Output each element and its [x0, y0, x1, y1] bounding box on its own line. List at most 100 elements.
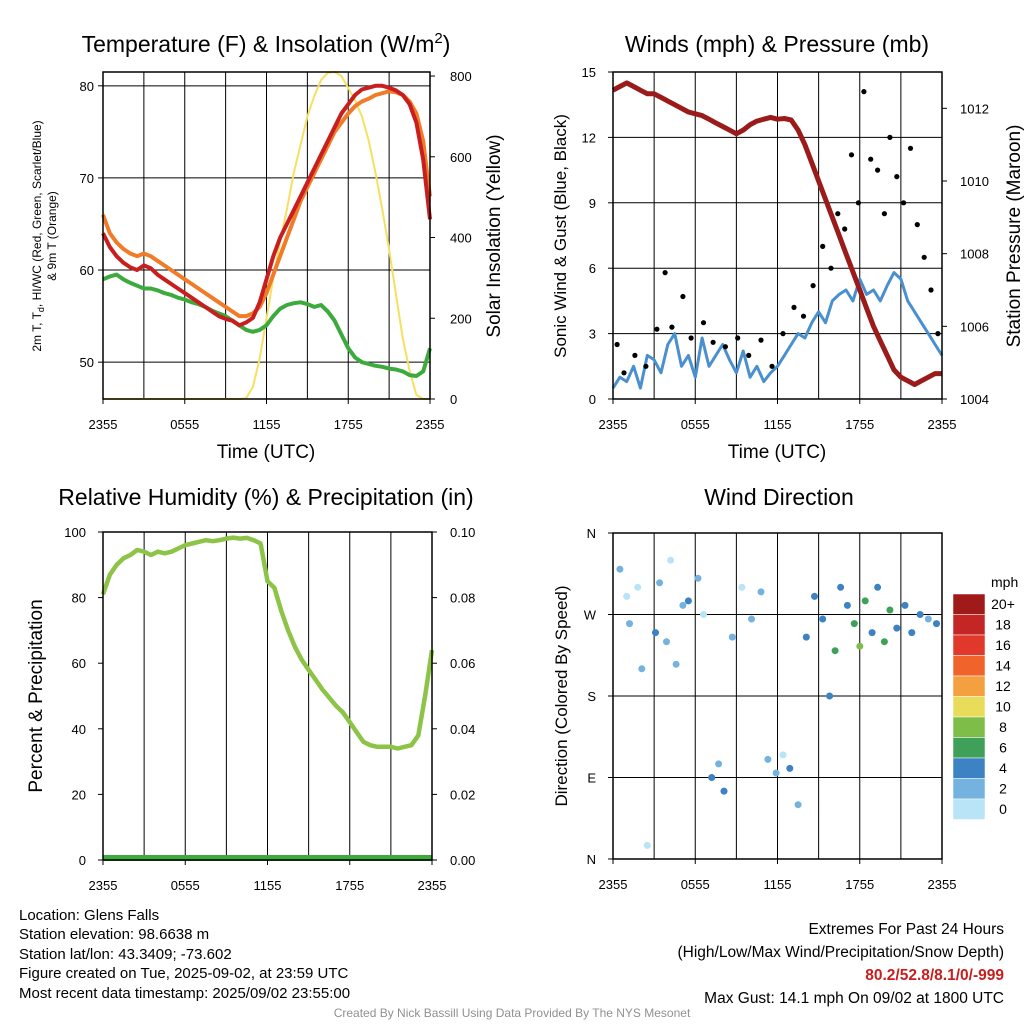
- legend-swatch: [952, 737, 986, 759]
- direction-point: [802, 633, 810, 641]
- direction-point: [738, 583, 746, 591]
- direction-point: [811, 592, 818, 600]
- y-tick-label: 80: [72, 591, 86, 606]
- humidity-ylabel-left: Percent & Precipitation: [26, 599, 47, 792]
- direction-point: [679, 601, 687, 609]
- x-tick-label: 2355: [928, 877, 957, 892]
- gust-point: [855, 200, 862, 206]
- direction-point: [748, 615, 755, 623]
- temperature-ylabel-part-b: , HI/WC (Red, Green, Scarlet/Blue): [30, 120, 44, 307]
- y2-tick-label: 0.00: [450, 853, 475, 868]
- extremes-legend: (High/Low/Max Wind/Precipitation/Snow De…: [677, 944, 1005, 961]
- direction-point: [874, 583, 882, 591]
- y-tick-label: N: [587, 526, 596, 541]
- direction-panel: Wind Direction 2355 0555 1155 1755 2355NESWN…: [552, 484, 1018, 892]
- humidity-series: [100, 535, 435, 861]
- gust-point: [791, 304, 797, 310]
- y-tick-label: W: [584, 608, 597, 623]
- direction-point: [728, 633, 736, 641]
- gust-point: [735, 335, 741, 341]
- y2-tick-label: 1008: [960, 247, 989, 262]
- gust-point: [935, 331, 941, 337]
- y2-tick-label: 0.02: [450, 787, 475, 802]
- dewpoint-line: [102, 272, 432, 378]
- direction-series: [616, 556, 940, 849]
- gust-point: [722, 344, 729, 350]
- extremes-box: Extremes For Past 24 Hours (High/Low/Max…: [678, 918, 1005, 1010]
- direction-ylabel-left: Direction (Colored By Speed): [552, 585, 571, 806]
- temperature-grid: [103, 72, 430, 399]
- gust-point: [820, 243, 826, 249]
- legend-swatch: [952, 614, 986, 636]
- y2-tick-label: 1010: [960, 174, 989, 189]
- gust-point: [780, 331, 786, 337]
- temperature-xlabel: Time (UTC): [217, 442, 316, 463]
- direction-point: [831, 647, 839, 655]
- x-tick-label: 1155: [254, 878, 282, 893]
- direction-point: [772, 769, 780, 777]
- gust-point: [680, 293, 686, 300]
- direction-point: [880, 638, 888, 646]
- winds-title: Winds (mph) & Pressure (mb): [625, 31, 929, 57]
- y-tick-label: 3: [589, 327, 596, 342]
- legend-label: 2: [999, 781, 1007, 797]
- legend-label: 12: [995, 678, 1011, 694]
- winds-ticks: 2355 0555 1155 1755 235503691215100410061008…: [582, 65, 989, 432]
- y2-tick-label: 0: [450, 392, 457, 407]
- gust-point: [800, 313, 807, 319]
- max-gust-text: Max Gust: 14.1 mph On 09/02 at 1800 UTC: [704, 990, 1004, 1007]
- direction-point: [908, 629, 916, 637]
- legend-swatch: [952, 696, 986, 718]
- y-tick-label: 12: [582, 130, 596, 145]
- x-tick-label: 1155: [253, 417, 281, 432]
- direction-point: [623, 592, 631, 600]
- legend-swatch: [952, 593, 986, 615]
- humidity-line: [100, 535, 435, 751]
- direction-point: [694, 574, 702, 582]
- humidity-ticks: 2355 0555 1155 1755 23550204060801000.000.02…: [64, 525, 475, 893]
- gust-point: [921, 254, 927, 260]
- gust-point: [881, 211, 888, 217]
- y2-tick-label: 400: [450, 231, 472, 246]
- y-tick-label: 0: [589, 392, 596, 407]
- direction-point: [786, 764, 794, 772]
- legend-swatch: [952, 757, 986, 779]
- y2-tick-label: 1006: [960, 319, 989, 334]
- direction-point: [843, 601, 851, 609]
- direction-point: [672, 660, 680, 668]
- temperature-ylabel-part-a: 2m T, T: [30, 311, 44, 351]
- x-tick-label: 0555: [171, 878, 200, 893]
- gust-point: [632, 352, 638, 358]
- direction-point: [893, 624, 901, 632]
- winds-panel: Winds (mph) & Pressure (mb) 2355 0555 1155…: [551, 31, 1024, 463]
- x-tick-label: 1155: [764, 417, 792, 432]
- gust-point: [928, 287, 934, 293]
- gust-point: [746, 352, 752, 358]
- y-tick-label: 40: [72, 722, 86, 737]
- direction-point: [924, 615, 932, 623]
- y-tick-label: 60: [72, 656, 86, 671]
- latlon-text: Station lat/lon: 43.3409; -73.602: [19, 945, 232, 963]
- y2-tick-label: 0.06: [450, 656, 475, 671]
- gust-point: [914, 222, 920, 228]
- y2-tick-label: 1004: [960, 392, 989, 407]
- winds-xlabel: Time (UTC): [728, 442, 827, 463]
- y-tick-label: E: [587, 771, 596, 786]
- y2-tick-label: 0.04: [450, 722, 475, 737]
- winds-ylabel-right: Station Pressure (Maroon): [1004, 125, 1024, 348]
- temperature-ticks: 2355 0555 1155 1755 235550607080020040060080…: [80, 69, 472, 432]
- humidity-panel: Relative Humidity (%) & Precipitation (i…: [26, 484, 475, 893]
- legend-swatch: [952, 716, 986, 738]
- gust-point: [868, 156, 874, 162]
- credit-text: Created By Nick Bassill Using Data Provi…: [333, 1006, 691, 1020]
- y-tick-label: 50: [80, 355, 94, 370]
- y-tick-label: 100: [64, 525, 86, 540]
- direction-point: [656, 579, 664, 587]
- winds-ylabel-left: Sonic Wind & Gust (Blue, Black): [551, 114, 570, 358]
- x-tick-label: 1155: [764, 877, 792, 892]
- gust-point: [875, 167, 881, 173]
- direction-point: [933, 620, 940, 628]
- direction-point: [638, 665, 646, 673]
- direction-point: [819, 615, 827, 623]
- x-tick-label: 0555: [681, 877, 710, 892]
